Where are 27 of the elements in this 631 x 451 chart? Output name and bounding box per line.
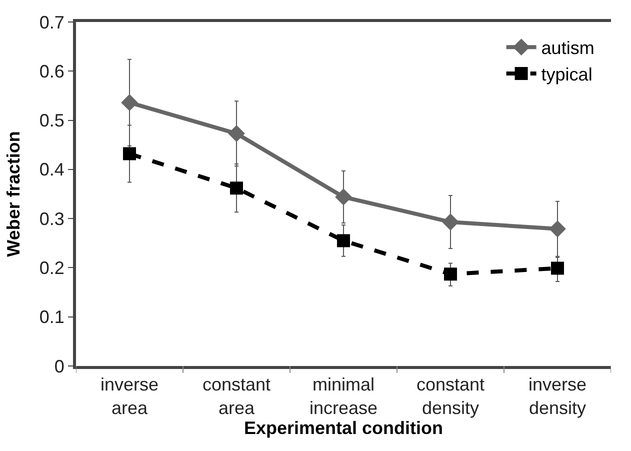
- x-axis-title: Experimental condition: [244, 418, 444, 438]
- point: [549, 220, 566, 238]
- point: [335, 188, 352, 206]
- x-tick-label: constant density: [416, 374, 485, 418]
- legend-label: autism: [541, 38, 594, 58]
- point: [337, 234, 350, 248]
- legend-label: typical: [541, 64, 592, 84]
- point: [551, 262, 564, 275]
- point: [123, 147, 136, 160]
- x-tick-label: constant area: [202, 374, 271, 418]
- y-tick-label: 0.1: [39, 307, 64, 328]
- y-tick-label: 0.6: [39, 61, 64, 82]
- y-tick-label: 0.5: [39, 110, 64, 131]
- point: [228, 125, 245, 142]
- y-tick-label: 0.2: [39, 258, 64, 278]
- x-tick-label: minimal increase: [309, 374, 378, 418]
- y-axis-title: Weber fraction: [4, 131, 24, 257]
- y-tick-label: 0.7: [39, 12, 64, 32]
- point: [442, 214, 459, 230]
- y-tick-label: 0.4: [39, 160, 64, 180]
- y-tick-label: 0.3: [39, 208, 64, 229]
- x-tick-label: inverse density: [528, 374, 587, 418]
- point: [230, 182, 243, 195]
- y-tick-label: 0: [54, 356, 64, 376]
- point: [121, 94, 138, 112]
- x-tick-label: inverse area: [100, 374, 159, 418]
- point: [444, 268, 457, 281]
